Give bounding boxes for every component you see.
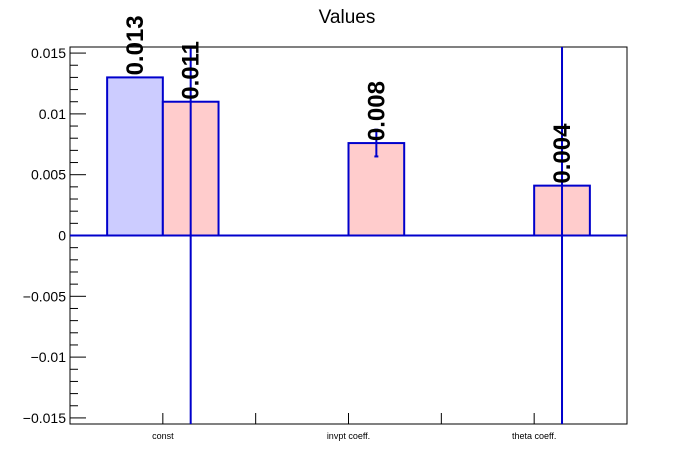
y-tick-label: −0.015 — [23, 410, 66, 426]
y-tick-label: 0.005 — [31, 167, 66, 183]
x-category-label: const — [152, 431, 174, 441]
data-label: 0.004 — [549, 123, 576, 184]
y-tick-label: 0 — [58, 228, 66, 244]
x-axis: const invpt coeff. theta coeff. — [152, 413, 556, 441]
data-label: 0.008 — [363, 81, 390, 141]
y-tick-label: −0.005 — [23, 288, 66, 304]
data-labels: 0.013 0.011 0.008 0.004 — [122, 15, 576, 183]
chart-title: Values — [319, 7, 376, 28]
y-tick-label: −0.01 — [31, 349, 67, 365]
y-tick-label: 0.015 — [31, 45, 66, 61]
data-label: 0.011 — [178, 41, 205, 100]
bars — [106, 76, 591, 237]
bar — [106, 76, 164, 237]
data-label: 0.013 — [122, 15, 149, 75]
y-axis: −0.015 −0.01 −0.005 0 0.005 0.01 0.015 — [23, 45, 86, 426]
y-tick-label: 0.01 — [39, 106, 66, 122]
x-category-label: invpt coeff. — [327, 431, 370, 441]
x-category-label: theta coeff. — [512, 431, 556, 441]
